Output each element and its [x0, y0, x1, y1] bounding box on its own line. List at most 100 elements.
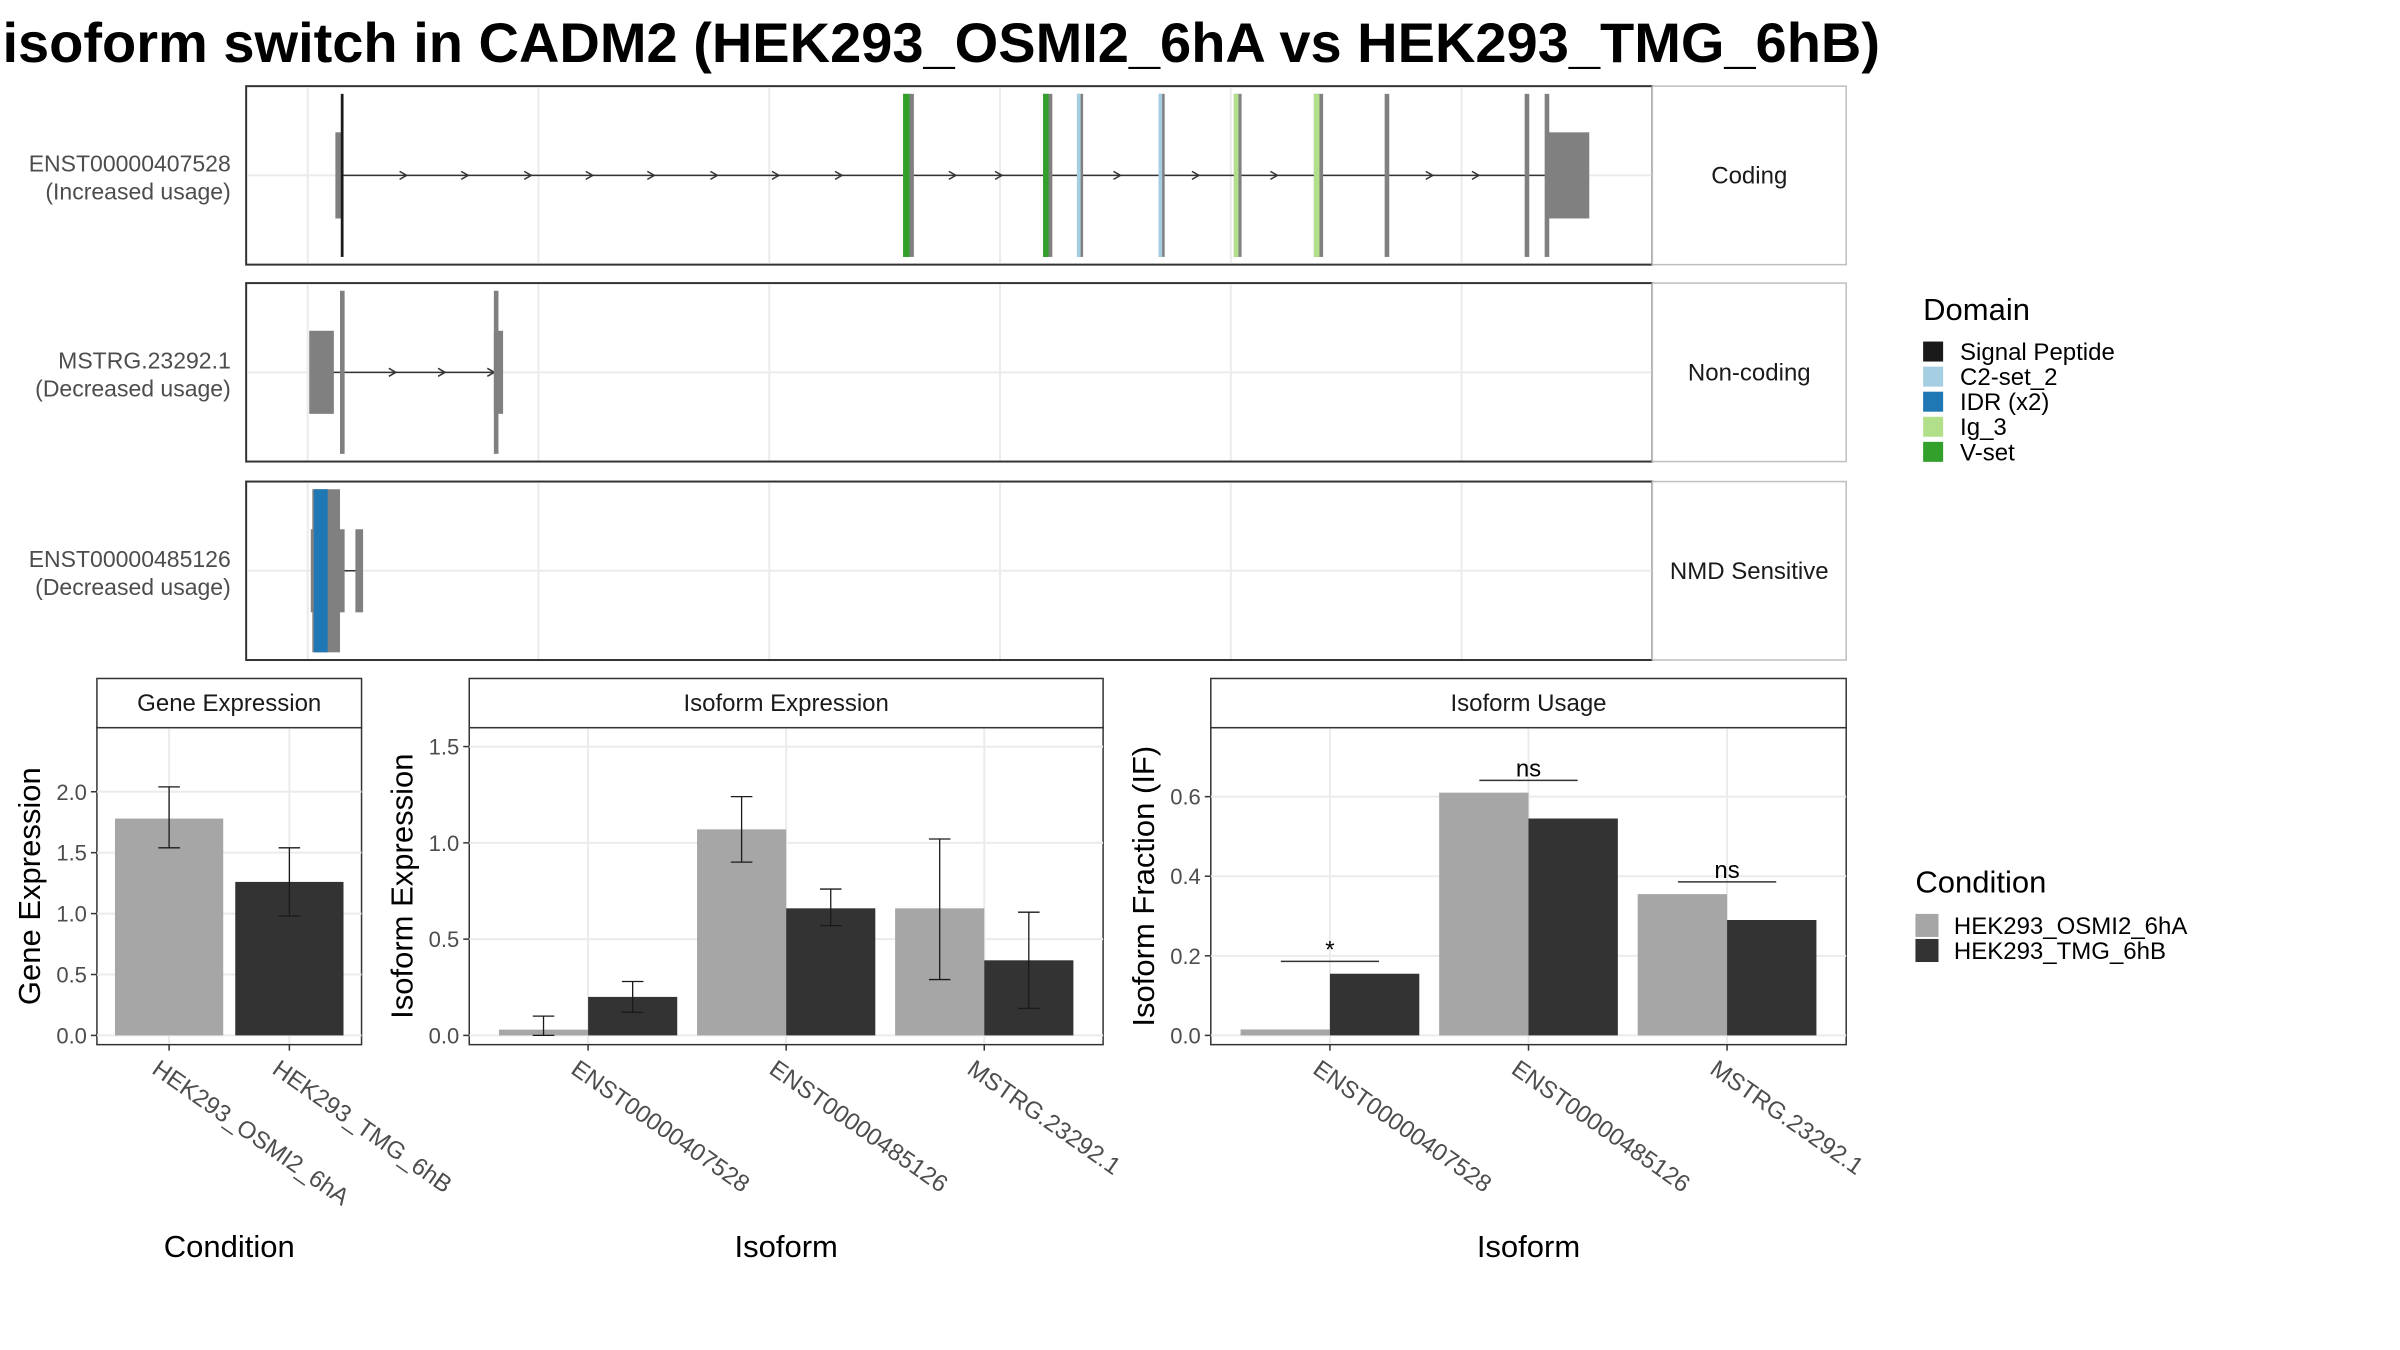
- facet-label-non-coding: Non-coding: [1688, 359, 1811, 386]
- intron-arrow: [948, 170, 958, 181]
- legend-label: IDR (x2): [1960, 389, 2049, 416]
- intron-arrow: [834, 170, 844, 181]
- intron-arrow: [1191, 170, 1201, 181]
- y-tick-label: 1.0: [56, 902, 87, 927]
- bar: [1240, 1029, 1330, 1036]
- exon-utr: [1547, 132, 1590, 219]
- domain-ig-3: [1233, 93, 1239, 257]
- y-tick-label: 0.0: [1170, 1023, 1201, 1048]
- legend-key-hek293-osmi2-6ha: [1915, 913, 1939, 937]
- facet-label-coding: Coding: [1711, 162, 1787, 189]
- x-tick-label: MSTRG.23292.1: [962, 1055, 1125, 1180]
- facet-strip: [1651, 85, 1847, 266]
- y-axis-title: Isoform Fraction (IF): [1126, 746, 1161, 1027]
- intron-arrow: [460, 170, 470, 181]
- y-tick-label: 0.5: [429, 927, 460, 952]
- significance-label: *: [1325, 936, 1334, 963]
- x-tick-label: ENST00000485126: [764, 1055, 952, 1198]
- legend-label: HEK293_OSMI2_6hA: [1954, 913, 2187, 940]
- intron-arrow: [437, 367, 447, 377]
- bar: [1439, 792, 1529, 1036]
- intron-arrow: [585, 170, 595, 181]
- transcript-panel-2: Non-coding MSTRG.23292.1(Decreased usage): [35, 282, 1847, 463]
- exon: [309, 330, 334, 414]
- y-axis-title: Gene Expression: [12, 767, 47, 1005]
- domain-ig-3: [1313, 93, 1320, 257]
- significance-label: ns: [1714, 857, 1739, 884]
- x-tick-label: ENST00000485126: [1507, 1055, 1695, 1198]
- y-axis-title: Isoform Expression: [384, 754, 419, 1019]
- y-tick-label: 0.2: [1170, 944, 1201, 969]
- y-tick-label: 1.5: [56, 841, 87, 866]
- x-axis-title: Condition: [164, 1229, 295, 1264]
- intron-arrow: [399, 170, 409, 181]
- chart-isoform-usage: Isoform Usage 0.0 0.2 0.4 0.6 * ns ns ENST000004…: [1126, 677, 1868, 1264]
- legend-key-c2-set-2: [1923, 366, 1944, 387]
- intron-arrow: [1471, 170, 1481, 181]
- x-tick-label: ENST00000407528: [1308, 1055, 1496, 1198]
- chart-title: Gene Expression: [137, 690, 321, 717]
- y-tick-label: 0.5: [56, 962, 87, 987]
- y-tick-label: 0.4: [1170, 864, 1201, 889]
- transcript-ENST00000485126: [310, 489, 364, 653]
- bar: [697, 829, 787, 1036]
- bar: [1528, 818, 1618, 1036]
- domain-legend-title: Domain: [1923, 292, 2030, 327]
- y-tick-label: 2.0: [56, 780, 87, 805]
- transcript-usage: (Decreased usage): [35, 574, 231, 600]
- x-axis-title: Isoform: [734, 1229, 837, 1264]
- significance-label: ns: [1516, 755, 1541, 782]
- legend-label: Signal Peptide: [1960, 339, 2115, 366]
- domain-v-set: [1043, 93, 1049, 257]
- y-tick-label: 1.5: [429, 735, 460, 760]
- exon-utr: [340, 529, 345, 613]
- bar: [114, 818, 224, 1036]
- transcript-MSTRG.23292.1: [309, 290, 504, 454]
- facet-strip: [1651, 282, 1847, 463]
- title-container: The isoform switch in CADM2 (HEK293_OSMI…: [0, 0, 1880, 90]
- bar: [786, 908, 876, 1036]
- bar: [1329, 973, 1420, 1036]
- intron-arrow: [771, 170, 781, 181]
- exon: [340, 290, 345, 454]
- x-tick-label: ENST00000407528: [566, 1055, 754, 1198]
- intron-arrow: [1425, 170, 1435, 181]
- legend-key-ig-3: [1923, 416, 1944, 437]
- legend-key-v-set: [1923, 441, 1944, 462]
- intron-arrow: [1270, 170, 1279, 181]
- legend-key-signal-peptide: [1923, 341, 1944, 362]
- exon: [355, 529, 364, 613]
- facet-label-nmd-sensitive: NMD Sensitive: [1670, 558, 1829, 585]
- intron-arrow: [646, 170, 656, 181]
- legend-label: C2-set_2: [1960, 364, 2057, 391]
- transcript-ENST00000407528: [335, 93, 1590, 257]
- transcript-name: ENST00000485126: [29, 546, 231, 572]
- intron-arrow: [523, 170, 533, 181]
- domain-idr: [313, 489, 328, 653]
- intron-arrow: [710, 170, 719, 181]
- condition-legend-title: Condition: [1915, 864, 2046, 899]
- y-tick-label: 0.0: [429, 1023, 460, 1048]
- domain-c2-set-2: [1158, 93, 1163, 257]
- domain-signal-peptide: [340, 93, 344, 257]
- x-tick-label: MSTRG.23292.1: [1705, 1055, 1868, 1180]
- figure-title: The isoform switch in CADM2 (HEK293_OSMI…: [0, 11, 1880, 74]
- legend-label: V-set: [1960, 439, 2015, 466]
- facet-strip: [1651, 480, 1847, 661]
- exon: [335, 132, 344, 219]
- facet-strip: [1210, 677, 1847, 729]
- x-tick-label: HEK293_OSMI2_6hA: [147, 1055, 354, 1211]
- bar: [1637, 894, 1728, 1036]
- transcript-name: ENST00000407528: [29, 150, 231, 176]
- legend-key-idr-x2-: [1923, 391, 1944, 412]
- facet-strip: [96, 677, 363, 729]
- transcript-usage: (Decreased usage): [35, 375, 231, 401]
- exon: [1524, 93, 1530, 257]
- transcript-name: MSTRG.23292.1: [58, 347, 231, 373]
- transcript-panel-3: NMD Sensitive ENST00000485126(Decreased u…: [29, 480, 1847, 662]
- legend-label: Ig_3: [1960, 414, 2007, 441]
- legend-label: HEK293_TMG_6hB: [1954, 938, 2166, 965]
